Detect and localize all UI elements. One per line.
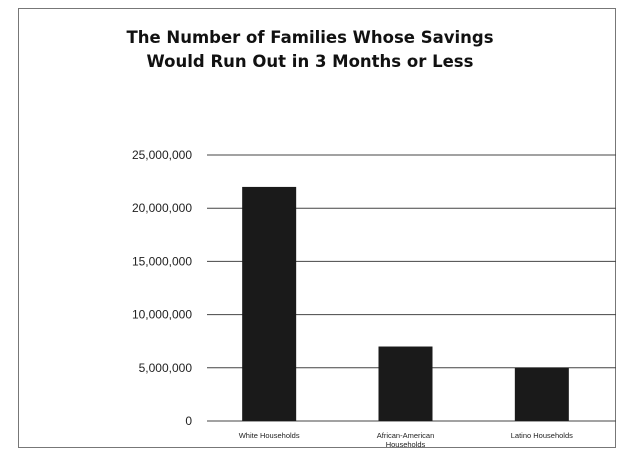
x-tick-label: Households [386,440,426,449]
chart-title: The Number of Families Whose Savings [126,28,494,47]
x-tick-label: Latino Households [511,431,573,440]
y-tick-label: 25,000,000 [132,148,192,162]
y-tick-label: 10,000,000 [132,308,192,322]
chart-subtitle: Would Run Out in 3 Months or Less [146,52,474,71]
y-tick-label: 15,000,000 [132,254,192,268]
y-tick-label: 20,000,000 [132,201,192,215]
x-tick-label: White Households [239,431,300,440]
bar [514,367,569,421]
x-tick-label: African-American [377,431,435,440]
chart-title-block: The Number of Families Whose Savings Wou… [0,26,618,74]
bar [242,186,297,421]
y-tick-label: 5,000,000 [139,361,193,375]
bar [378,346,433,421]
y-tick-label: 0 [185,414,192,428]
